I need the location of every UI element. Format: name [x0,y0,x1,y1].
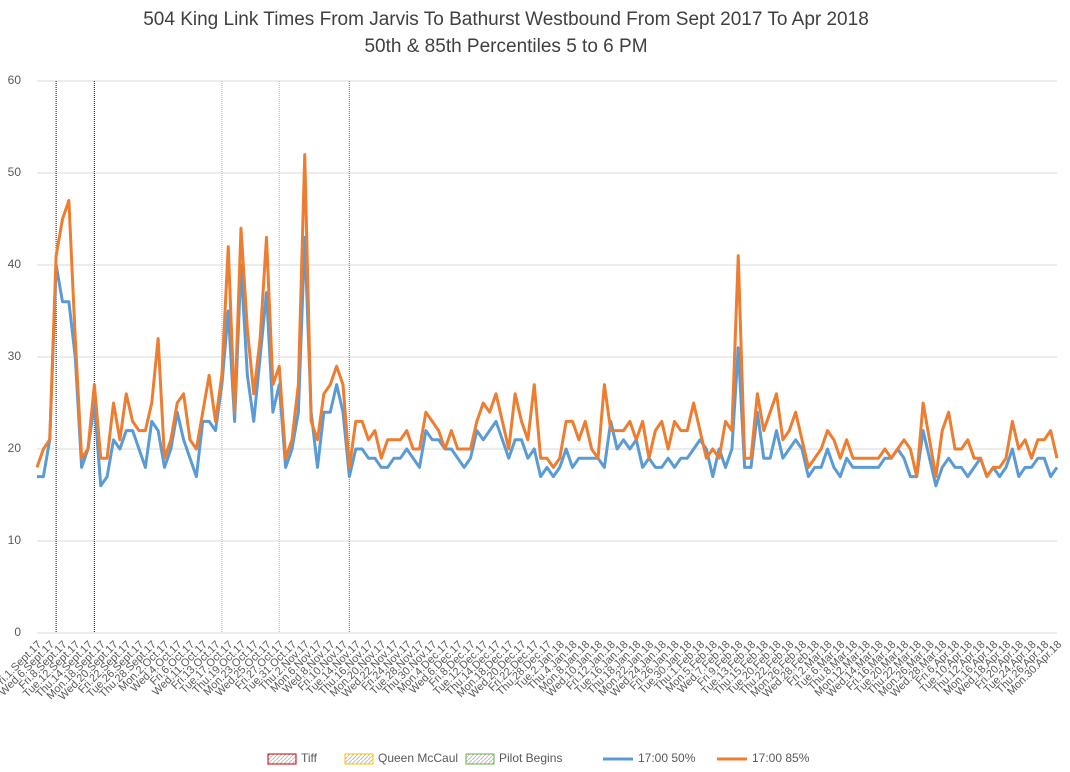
y-tick-label: 0 [14,625,21,639]
data-line [35,153,1059,479]
data-line [37,235,1059,488]
y-tick-label: 30 [8,349,22,363]
legend-label: Pilot Begins [499,751,562,765]
legend-swatch [267,753,297,765]
legend-label: Queen McCaul [378,751,458,765]
legend-label: 17:00 50% [638,751,696,765]
legend-label: 17:00 85% [752,751,810,765]
legend-swatch [465,753,495,765]
y-tick-label: 20 [8,441,22,455]
y-tick-label: 10 [8,533,22,547]
y-tick-label: 40 [8,257,22,271]
y-tick-label: 60 [8,73,22,87]
chart-subtitle: 50th & 85th Percentiles 5 to 6 PM [364,36,647,57]
chart-title: 504 King Link Times From Jarvis To Bathu… [143,9,869,30]
legend-label: Tiff [301,751,318,765]
y-tick-label: 50 [8,165,22,179]
legend-swatch [344,753,374,765]
